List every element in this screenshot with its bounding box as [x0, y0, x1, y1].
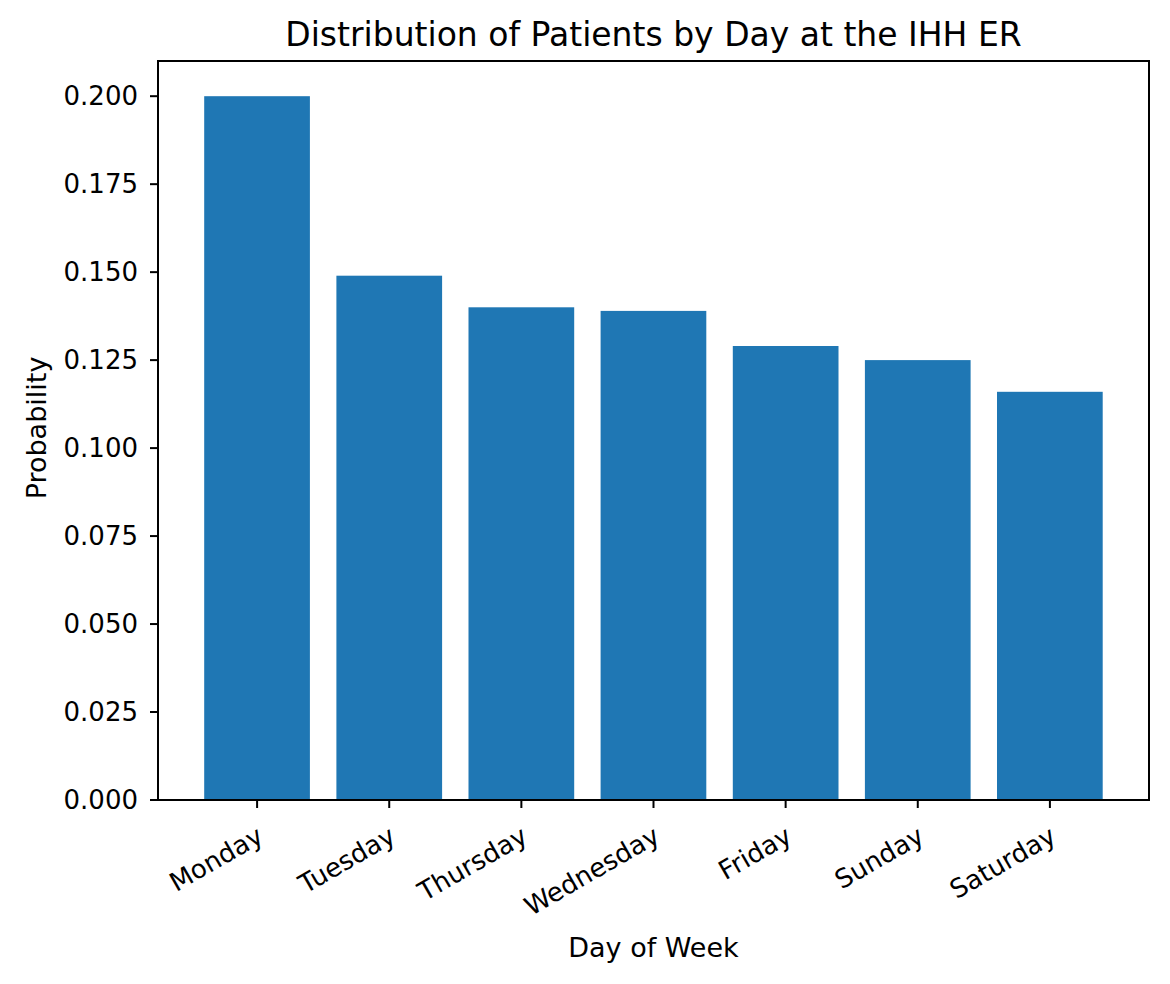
- bar-thursday: [469, 307, 575, 800]
- x-tick-label-tuesday: Tuesday: [293, 820, 400, 899]
- bar-saturday: [997, 392, 1103, 800]
- x-tick-label-sunday: Sunday: [830, 820, 929, 895]
- x-tick-label-wednesday: Wednesday: [519, 820, 664, 921]
- plot-area: 0.000 0.025 0.050 0.075 0.100 0.125 0.150 0.175…: [0, 0, 1170, 984]
- bar-sunday: [865, 360, 971, 800]
- bar-chart-figure: Distribution of Patients by Day at the I…: [0, 0, 1170, 984]
- y-tick-label: 0.100: [64, 433, 138, 463]
- y-tick-label: 0.150: [64, 257, 138, 287]
- y-tick-label: 0.125: [64, 345, 138, 375]
- x-tick-label-friday: Friday: [713, 820, 796, 885]
- y-tick-label: 0.050: [64, 609, 138, 639]
- bar-tuesday: [336, 276, 442, 800]
- y-tick-label: 0.075: [64, 521, 138, 551]
- bar-wednesday: [601, 311, 707, 800]
- x-tick-label-thursday: Thursday: [412, 820, 533, 907]
- x-axis-label: Day of Week: [158, 932, 1149, 963]
- y-tick-label: 0.200: [64, 81, 138, 111]
- x-tick-label-monday: Monday: [164, 820, 268, 897]
- y-tick-label: 0.000: [64, 785, 138, 815]
- y-tick-label: 0.025: [64, 697, 138, 727]
- bar-friday: [733, 346, 839, 800]
- x-tick-label-saturday: Saturday: [944, 820, 1060, 905]
- y-tick-label: 0.175: [64, 169, 138, 199]
- bar-monday: [204, 96, 310, 800]
